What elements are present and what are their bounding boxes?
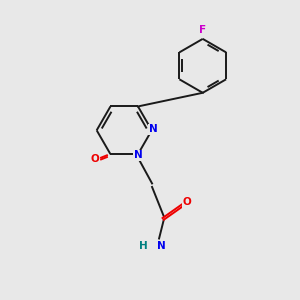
Text: N: N [157,241,166,250]
Text: N: N [148,124,157,134]
Text: F: F [199,25,206,34]
Text: O: O [183,197,192,207]
Text: O: O [91,154,100,164]
Text: H: H [139,241,147,250]
Text: N: N [134,150,142,160]
